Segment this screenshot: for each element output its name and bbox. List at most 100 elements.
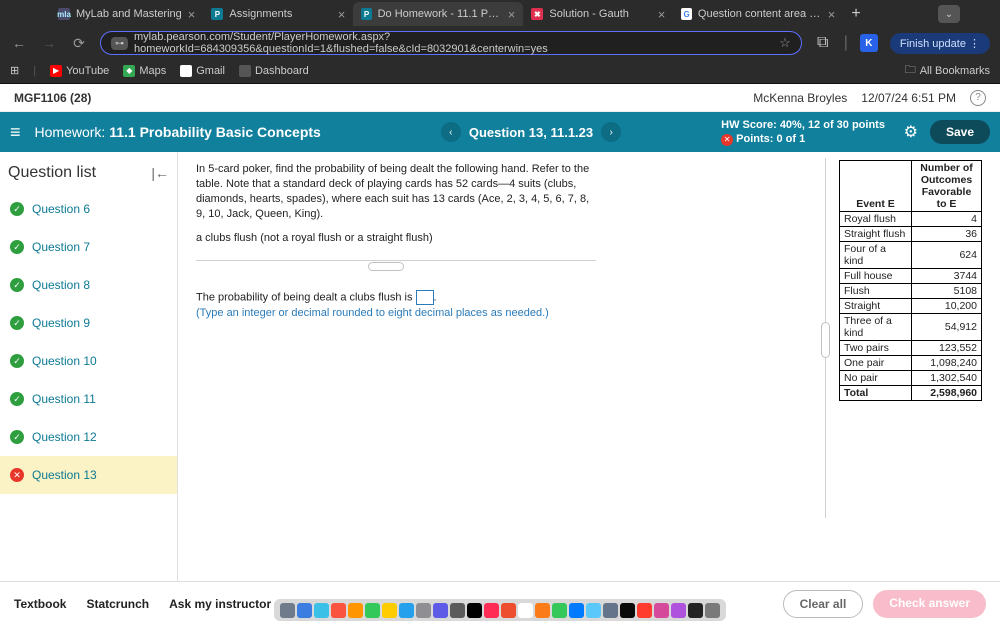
dock-app-icon[interactable]: [314, 603, 329, 618]
course-code: MGF1106 (28): [14, 91, 91, 105]
bookmark-item[interactable]: ▶YouTube: [50, 65, 109, 77]
question-label: Question 13, 11.1.23: [469, 125, 593, 140]
tab-favicon: ✖: [531, 8, 543, 20]
dock-app-icon[interactable]: [450, 603, 465, 618]
save-button[interactable]: Save: [930, 120, 990, 144]
back-button[interactable]: ←: [10, 35, 28, 51]
tab-close-icon[interactable]: ×: [828, 7, 836, 22]
dock-app-icon[interactable]: [365, 603, 380, 618]
dock-app-icon[interactable]: [518, 603, 533, 618]
table-row: Four of a kind624: [840, 242, 982, 269]
settings-icon[interactable]: ⚙: [904, 122, 918, 142]
tab-close-icon[interactable]: ×: [508, 7, 516, 22]
dock-app-icon[interactable]: [501, 603, 516, 618]
question-item-label: Question 13: [32, 468, 97, 482]
table-row: Two pairs123,552: [840, 341, 982, 356]
dock-app-icon[interactable]: [654, 603, 669, 618]
tab-favicon: G: [681, 8, 692, 20]
new-tab-button[interactable]: +: [843, 5, 868, 23]
window-expand-button[interactable]: ⌄: [938, 5, 960, 23]
question-sub: a clubs flush (not a royal flush or a st…: [196, 231, 596, 246]
sidebar-title: Question list: [8, 164, 96, 182]
bookmark-item[interactable]: Dashboard: [239, 65, 309, 77]
extensions-icon[interactable]: ⧉: [814, 34, 832, 52]
help-icon[interactable]: ?: [970, 90, 986, 106]
tab-close-icon[interactable]: ×: [658, 7, 666, 22]
apps-icon[interactable]: ⊞: [10, 64, 19, 77]
vertical-divider-handle[interactable]: [821, 322, 830, 358]
dock-app-icon[interactable]: [280, 603, 295, 618]
points-status-icon: ✕: [721, 134, 733, 146]
dock-app-icon[interactable]: [484, 603, 499, 618]
url-input[interactable]: ⊶ mylab.pearson.com/Student/PlayerHomewo…: [100, 31, 802, 55]
collapse-sidebar-icon[interactable]: |←: [151, 165, 169, 181]
question-list-item[interactable]: ✓Question 9: [0, 304, 177, 342]
dock-app-icon[interactable]: [705, 603, 720, 618]
table-row: Flush5108: [840, 284, 982, 299]
divider-handle[interactable]: [368, 262, 404, 271]
dock-app-icon[interactable]: [620, 603, 635, 618]
dock-app-icon[interactable]: [399, 603, 414, 618]
bookmark-item[interactable]: GGmail: [180, 65, 225, 77]
dock-app-icon[interactable]: [535, 603, 550, 618]
question-list-item[interactable]: ✓Question 10: [0, 342, 177, 380]
dock-app-icon[interactable]: [382, 603, 397, 618]
finish-update-button[interactable]: Finish update ⋮: [890, 33, 990, 54]
question-list-item[interactable]: ✓Question 12: [0, 418, 177, 456]
all-bookmarks-button[interactable]: 🗀 All Bookmarks: [905, 61, 990, 80]
profile-badge[interactable]: K: [860, 34, 878, 52]
status-icon: ✓: [10, 240, 24, 254]
question-item-label: Question 6: [32, 202, 90, 216]
tab-close-icon[interactable]: ×: [188, 7, 196, 22]
outcomes-table: Event E Number of Outcomes Favorable to …: [839, 160, 982, 401]
question-list-item[interactable]: ✓ Question 6: [0, 190, 177, 228]
bookmark-star-icon[interactable]: ☆: [779, 35, 791, 51]
prev-question-button[interactable]: ‹: [441, 122, 461, 142]
dock-app-icon[interactable]: [467, 603, 482, 618]
textbook-button[interactable]: Textbook: [14, 597, 66, 611]
status-icon: ✓: [10, 316, 24, 330]
bookmarks-bar: ⊞ | ▶YouTube◆MapsGGmailDashboard 🗀 All B…: [0, 58, 1000, 84]
bookmark-item[interactable]: ◆Maps: [123, 65, 166, 77]
question-list-item[interactable]: ✓Question 7: [0, 228, 177, 266]
dock-app-icon[interactable]: [416, 603, 431, 618]
dock-app-icon[interactable]: [297, 603, 312, 618]
dock-app-icon[interactable]: [637, 603, 652, 618]
dock-app-icon[interactable]: [433, 603, 448, 618]
dock-app-icon[interactable]: [552, 603, 567, 618]
browser-tab[interactable]: ✖Solution - Gauth×: [523, 2, 673, 26]
bookmark-label: YouTube: [66, 65, 109, 77]
clear-all-button[interactable]: Clear all: [783, 590, 864, 618]
question-list-item[interactable]: ✓Question 8: [0, 266, 177, 304]
status-icon: ✓: [10, 278, 24, 292]
browser-tab-strip: mlaMyLab and Mastering×PAssignments×PDo …: [0, 0, 1000, 28]
dock-app-icon[interactable]: [569, 603, 584, 618]
table-total-row: Total2,598,960: [840, 386, 982, 401]
tab-close-icon[interactable]: ×: [338, 7, 346, 22]
reload-button[interactable]: ⟳: [70, 35, 88, 52]
browser-tab[interactable]: PDo Homework - 11.1 Probabili×: [353, 2, 523, 26]
dock-app-icon[interactable]: [586, 603, 601, 618]
statcrunch-button[interactable]: Statcrunch: [86, 597, 149, 611]
dock-app-icon[interactable]: [671, 603, 686, 618]
menu-icon[interactable]: ≡: [10, 122, 21, 143]
browser-tab[interactable]: PAssignments×: [203, 2, 353, 26]
check-answer-button[interactable]: Check answer: [873, 590, 986, 618]
browser-tab[interactable]: GQuestion content area top lef×: [673, 2, 843, 26]
question-list-item[interactable]: ✕Question 13: [0, 456, 177, 494]
url-text: mylab.pearson.com/Student/PlayerHomework…: [134, 31, 779, 55]
question-list-item[interactable]: ✓Question 11: [0, 380, 177, 418]
status-icon: ✓: [10, 202, 24, 216]
bookmark-icon: [239, 65, 251, 77]
answer-input[interactable]: [416, 290, 434, 305]
dock-app-icon[interactable]: [603, 603, 618, 618]
dock-app-icon[interactable]: [331, 603, 346, 618]
ask-instructor-button[interactable]: Ask my instructor: [169, 597, 271, 611]
browser-tab[interactable]: mlaMyLab and Mastering×: [50, 2, 203, 26]
site-info-icon[interactable]: ⊶: [111, 37, 128, 50]
macos-dock[interactable]: [274, 599, 726, 621]
next-question-button[interactable]: ›: [601, 122, 621, 142]
forward-button[interactable]: →: [40, 35, 58, 51]
dock-app-icon[interactable]: [348, 603, 363, 618]
dock-app-icon[interactable]: [688, 603, 703, 618]
